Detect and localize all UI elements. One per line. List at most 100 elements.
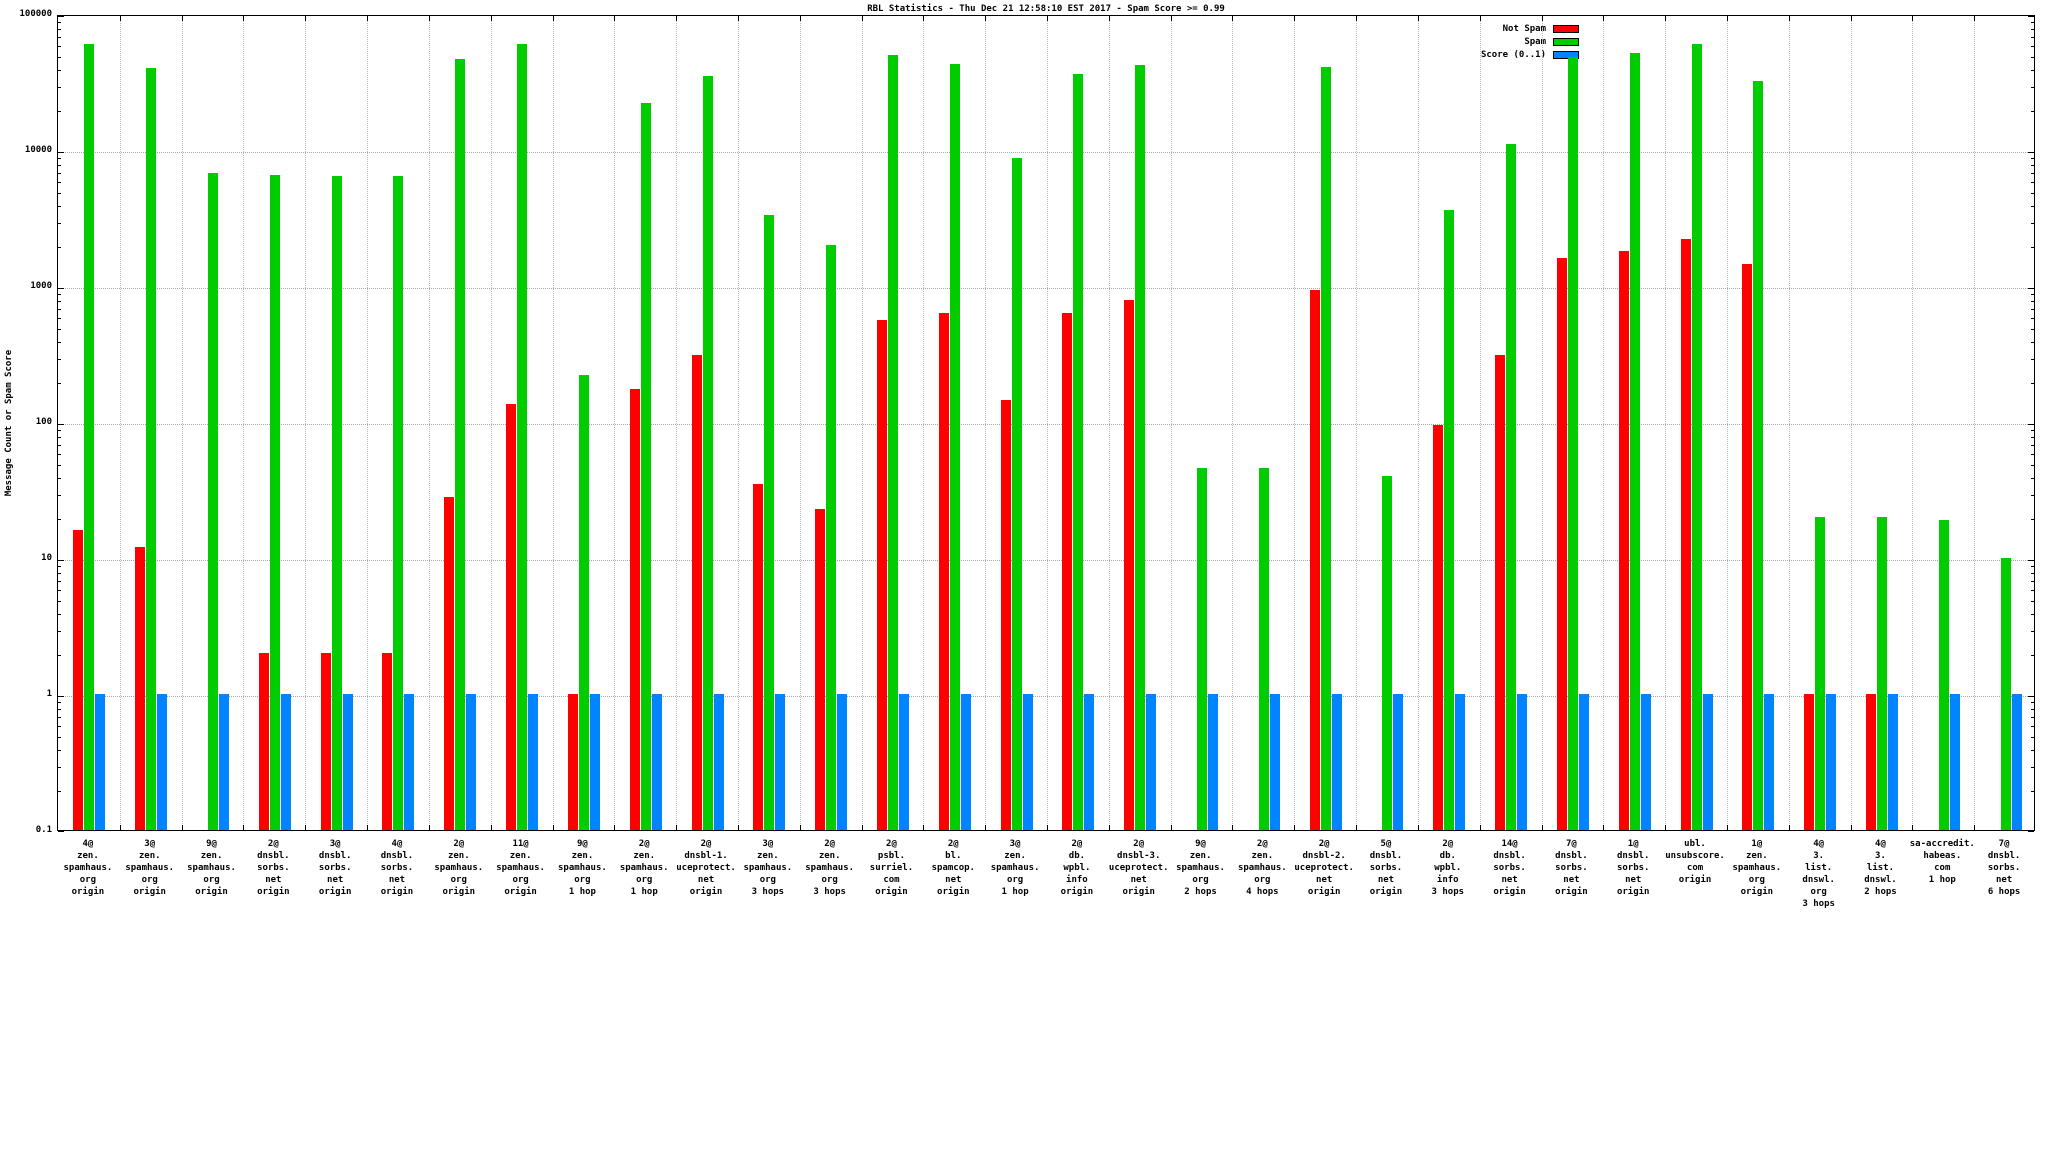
bar-score-25	[1578, 694, 1589, 830]
bar-score-26	[1640, 694, 1651, 830]
x-tick	[119, 16, 121, 21]
y-minor-tick	[58, 301, 61, 303]
y-minor-tick	[58, 206, 61, 208]
y-minor-tick	[58, 192, 61, 194]
bar-spam-16	[1011, 157, 1022, 830]
bar-spam-12	[764, 215, 775, 830]
x-tick	[614, 16, 616, 21]
x-gridline	[1603, 16, 1605, 830]
bar-not-spam-15	[938, 313, 949, 830]
y-minor-tick	[2031, 736, 2034, 738]
bar-score-3	[219, 694, 230, 830]
y-tick-label: 10	[41, 553, 52, 563]
x-category-label: 4@ 3. list. dnswl. 2 hops	[1864, 839, 1897, 897]
y-minor-tick	[58, 581, 61, 583]
x-gridline	[861, 16, 863, 830]
y-minor-tick	[58, 87, 61, 89]
x-category-label: 9@ zen. spamhaus. org origin	[187, 839, 236, 897]
x-category-label: 2@ dnsbl-2. uceprotect. net origin	[1294, 839, 1354, 897]
y-major-tick	[58, 696, 64, 697]
x-tick	[799, 825, 801, 830]
x-category-label: 3@ zen. spamhaus. org origin	[125, 839, 175, 897]
x-gridline	[1726, 16, 1728, 830]
x-gridline	[1294, 16, 1296, 830]
bar-score-8	[528, 694, 539, 830]
x-category-label: 2@ db. wpbl. info 3 hops	[1431, 839, 1465, 897]
bar-score-14	[898, 694, 909, 830]
x-category-label: 1@ zen. spamhaus. org origin	[1732, 839, 1782, 897]
x-gridline	[1356, 16, 1358, 830]
bar-not-spam-28	[1742, 264, 1753, 830]
bar-not-spam-16	[1000, 400, 1011, 830]
y-minor-tick	[2031, 87, 2034, 89]
y-minor-tick	[2031, 56, 2034, 58]
y-minor-tick	[58, 702, 61, 704]
x-tick	[119, 825, 121, 830]
x-tick	[1665, 825, 1667, 830]
bar-spam-6	[393, 176, 404, 830]
x-gridline	[428, 16, 430, 830]
bar-not-spam-29	[1804, 694, 1815, 830]
y-minor-tick	[2031, 655, 2034, 657]
bar-spam-15	[949, 63, 960, 830]
y-major-tick	[2028, 696, 2034, 697]
x-tick	[1170, 16, 1172, 21]
bar-score-20	[1269, 694, 1280, 830]
x-category-label: 2@ dnsbl-1. uceprotect. net origin	[676, 839, 736, 897]
x-category-label: 9@ zen. spamhaus. org 1 hop	[558, 839, 607, 897]
y-gridline	[58, 560, 2034, 561]
y-major-tick	[58, 16, 64, 17]
bar-not-spam-24	[1495, 355, 1506, 830]
x-category-label: 5@ dnsbl. sorbs. net origin	[1369, 839, 1403, 897]
y-minor-tick	[58, 573, 61, 575]
bar-spam-3	[208, 172, 219, 830]
x-category-label: 2@ zen. spamhaus. org 4 hops	[1237, 839, 1287, 897]
x-gridline	[737, 16, 739, 830]
y-minor-tick	[58, 22, 61, 24]
bar-spam-20	[1258, 467, 1269, 830]
bar-not-spam-30	[1865, 694, 1876, 830]
bar-spam-26	[1629, 52, 1640, 830]
y-minor-tick	[2031, 294, 2034, 296]
y-minor-tick	[58, 495, 61, 497]
bar-spam-25	[1567, 57, 1578, 830]
x-category-label: 2@ dnsbl. sorbs. net origin	[257, 839, 290, 897]
bar-spam-23	[1444, 210, 1455, 830]
x-gridline	[1788, 16, 1790, 830]
x-tick	[1479, 16, 1481, 21]
y-minor-tick	[2031, 328, 2034, 330]
bar-not-spam-4	[258, 653, 269, 830]
bar-score-18	[1146, 694, 1157, 830]
bar-not-spam-10	[629, 388, 640, 830]
bar-not-spam-26	[1618, 251, 1629, 830]
y-minor-tick	[58, 430, 61, 432]
x-category-label: 2@ zen. spamhaus. org origin	[434, 839, 484, 897]
x-gridline	[1974, 16, 1976, 830]
y-minor-tick	[2031, 46, 2034, 48]
x-tick	[243, 16, 245, 21]
y-minor-tick	[2031, 309, 2034, 311]
x-tick	[1912, 825, 1914, 830]
bar-score-29	[1826, 694, 1837, 830]
y-minor-tick	[58, 566, 61, 568]
y-minor-tick	[2031, 359, 2034, 361]
x-tick	[428, 825, 430, 830]
x-category-label: 4@ zen. spamhaus. org origin	[63, 839, 113, 897]
y-minor-tick	[2031, 301, 2034, 303]
y-minor-tick	[2031, 22, 2034, 24]
y-minor-tick	[58, 464, 61, 466]
y-major-tick	[2028, 831, 2034, 832]
y-minor-tick	[2031, 430, 2034, 432]
x-category-label: 2@ psbl. surriel. com origin	[869, 839, 914, 897]
bar-not-spam-7	[444, 497, 455, 830]
bar-score-16	[1022, 694, 1033, 830]
bar-spam-13	[826, 245, 837, 830]
y-minor-tick	[2031, 590, 2034, 592]
x-gridline	[1108, 16, 1110, 830]
x-category-label: 3@ dnsbl. sorbs. net origin	[318, 839, 352, 897]
x-tick	[1108, 16, 1110, 21]
y-minor-tick	[58, 655, 61, 657]
bar-not-spam-23	[1433, 425, 1444, 830]
bar-score-21	[1331, 694, 1342, 830]
bar-score-4	[280, 694, 291, 830]
